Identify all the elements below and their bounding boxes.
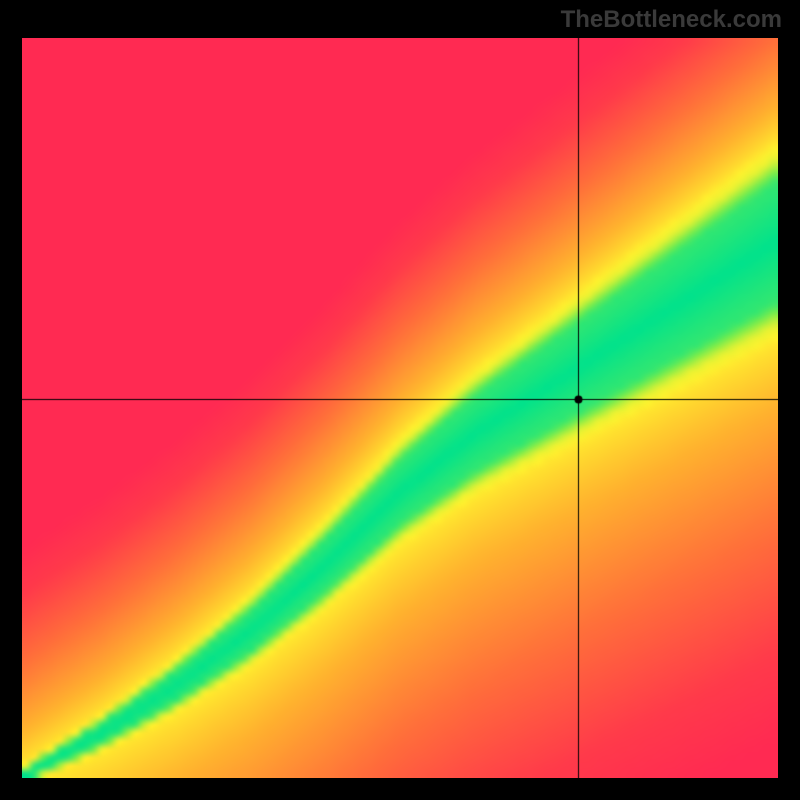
bottleneck-heatmap <box>22 38 778 778</box>
chart-container: { "type": "heatmap", "image_size": { "wi… <box>0 0 800 800</box>
watermark-text: TheBottleneck.com <box>561 6 782 34</box>
